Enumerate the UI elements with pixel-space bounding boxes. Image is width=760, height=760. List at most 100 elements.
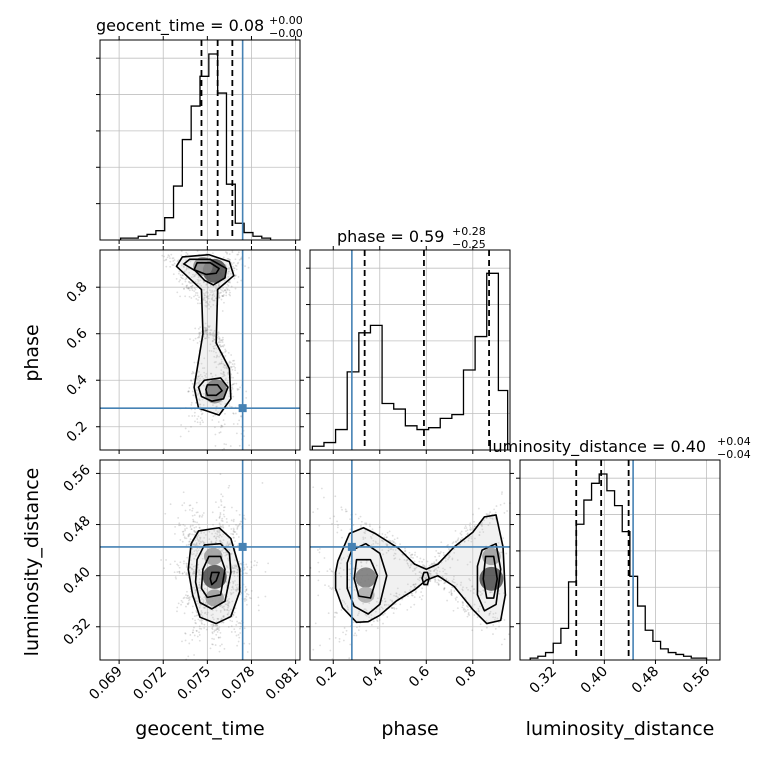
scatter-point: [222, 526, 225, 529]
scatter-point: [205, 602, 207, 604]
scatter-point: [428, 580, 431, 582]
scatter-point: [429, 580, 432, 583]
scatter-point: [418, 571, 421, 574]
scatter-point: [226, 604, 229, 607]
scatter-point: [385, 604, 388, 606]
scatter-point: [211, 627, 213, 630]
scatter-point: [238, 560, 240, 563]
scatter-point: [488, 614, 491, 616]
scatter-point: [235, 523, 237, 526]
scatter-point: [418, 576, 421, 579]
scatter-point: [211, 643, 213, 646]
scatter-point: [431, 563, 434, 566]
scatter-point: [261, 482, 264, 484]
scatter-point: [236, 644, 239, 647]
scatter-point: [454, 585, 457, 588]
scatter-point: [220, 424, 223, 427]
scatter-point: [217, 618, 220, 620]
scatter-point: [196, 547, 199, 550]
scatter-point: [327, 585, 330, 588]
scatter-point: [478, 531, 481, 534]
scatter-point: [472, 592, 475, 594]
scatter-point: [462, 586, 464, 589]
scatter-point: [360, 520, 363, 523]
scatter-point: [342, 569, 345, 571]
scatter-point: [433, 578, 436, 581]
scatter-point: [213, 535, 216, 537]
scatter-point: [503, 619, 506, 621]
scatter-point: [489, 591, 492, 594]
scatter-point: [223, 364, 226, 366]
scatter-point: [198, 581, 201, 584]
scatter-point: [222, 513, 225, 516]
scatter-point: [459, 532, 462, 535]
panel-phase-vs-luminosity_distance: [309, 459, 511, 661]
scatter-point: [244, 265, 246, 268]
panel-frame: [99, 459, 301, 661]
scatter-point: [406, 583, 409, 586]
scatter-point: [217, 341, 220, 344]
scatter-point: [231, 368, 234, 371]
scatter-point: [209, 305, 212, 308]
scatter-point: [181, 530, 184, 533]
scatter-point: [232, 395, 235, 398]
scatter-point: [196, 381, 199, 384]
scatter-point: [196, 418, 199, 420]
scatter-point: [231, 580, 234, 583]
scatter-point: [220, 504, 223, 507]
scatter-point: [404, 547, 406, 550]
scatter-point: [172, 273, 175, 276]
scatter-point: [227, 571, 230, 574]
scatter-point: [228, 484, 231, 487]
scatter-point: [218, 536, 221, 539]
scatter-point: [185, 564, 188, 567]
scatter-point: [209, 325, 211, 327]
scatter-point: [188, 295, 191, 298]
scatter-point: [179, 539, 182, 541]
scatter-point: [429, 575, 432, 578]
scatter-point: [461, 588, 464, 591]
scatter-point: [176, 571, 179, 573]
scatter-point: [186, 563, 189, 565]
scatter-point: [219, 525, 222, 528]
scatter-point: [198, 335, 200, 338]
scatter-point: [236, 423, 239, 425]
scatter-point: [358, 625, 361, 628]
scatter-point: [467, 611, 470, 614]
scatter-point: [219, 292, 222, 294]
scatter-point: [362, 538, 365, 540]
scatter-point: [203, 607, 206, 609]
contour-level: [353, 558, 379, 599]
scatter-point: [320, 487, 323, 490]
scatter-point: [482, 589, 485, 592]
scatter-point: [453, 551, 456, 554]
scatter-point: [163, 255, 165, 258]
scatter-point: [185, 562, 188, 565]
scatter-point: [412, 557, 414, 559]
scatter-point: [200, 541, 203, 544]
scatter-point: [219, 403, 222, 406]
scatter-point: [488, 612, 491, 615]
scatter-point: [233, 611, 236, 614]
scatter-point: [219, 636, 222, 639]
scatter-point: [432, 562, 435, 565]
scatter-point: [228, 270, 230, 273]
scatter-point: [187, 430, 190, 433]
scatter-point: [348, 657, 351, 660]
scatter-point: [211, 252, 214, 255]
scatter-point: [206, 286, 209, 289]
scatter-point: [497, 541, 500, 544]
scatter-point: [214, 433, 217, 436]
scatter-point: [222, 290, 225, 293]
scatter-point: [202, 606, 205, 609]
scatter-point: [485, 619, 488, 622]
scatter-point: [203, 329, 206, 332]
panel-geocent_time-vs-luminosity_distance: [99, 459, 301, 661]
scatter-point: [461, 606, 464, 609]
scatter-point: [198, 542, 201, 545]
scatter-point: [236, 583, 239, 586]
scatter-point: [222, 375, 225, 377]
scatter-point: [443, 587, 446, 589]
scatter-point: [326, 570, 329, 573]
scatter-point: [195, 501, 198, 504]
